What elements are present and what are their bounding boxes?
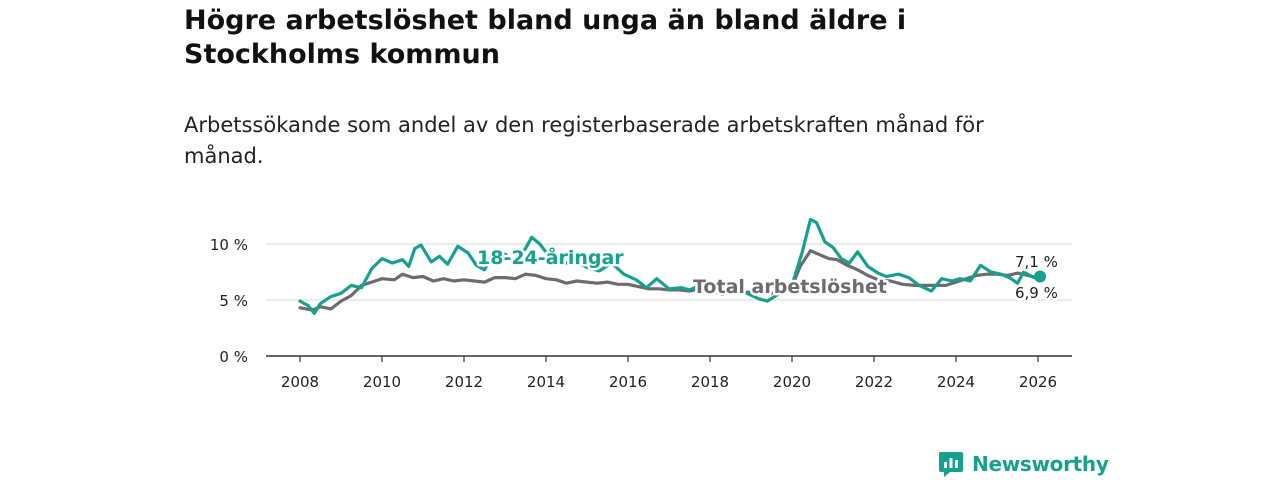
line-chart: 0 %5 %10 % 2008 2010 2012 2014 2016 2018 2020 2…	[210, 217, 1072, 391]
end-label-youth: 7,1 %	[1015, 253, 1058, 271]
gridlines	[266, 243, 1072, 301]
y-tick-label: 10 %	[210, 236, 248, 254]
x-tick-label: 2016	[609, 373, 647, 391]
x-tick-label: 2018	[691, 373, 729, 391]
x-tick-label: 2026	[1019, 373, 1057, 391]
chart-subtitle: Arbetssökande som andel av den registerb…	[184, 113, 984, 168]
series-labels: 18-24-åringar Total arbetslöshet 7,1 % 6,9 …	[475, 243, 1061, 305]
y-tick-label: 5 %	[219, 292, 248, 310]
series-line-youth	[298, 217, 1042, 315]
end-point-marker	[1034, 270, 1047, 283]
end-label-total: 6,9 %	[1015, 284, 1058, 302]
series-label-youth: 18-24-åringar	[477, 245, 624, 269]
chart-title: Högre arbetslöshet bland unga än bland ä…	[184, 5, 907, 70]
y-tick-label: 0 %	[219, 348, 248, 366]
x-tick-label: 2014	[527, 373, 565, 391]
x-tick-label: 2020	[773, 373, 811, 391]
x-tick-label: 2010	[363, 373, 401, 391]
x-tick-label: 2008	[281, 373, 319, 391]
series-label-total: Total arbetslöshet	[693, 276, 887, 298]
x-tick-label: 2022	[855, 373, 893, 391]
y-axis-tick-labels: 0 % 5 % 10 %	[210, 236, 248, 366]
x-axis: 2008 2010 2012 2014 2016 2018 2020 2022 2024 2026	[266, 355, 1072, 391]
newsworthy-logo-icon	[939, 452, 963, 477]
x-tick-label: 2024	[937, 373, 975, 391]
x-tick-label: 2012	[445, 373, 483, 391]
newsworthy-brand: Newsworthy	[938, 449, 1109, 479]
brand-name: Newsworthy	[972, 452, 1109, 476]
series-lines	[298, 217, 1047, 315]
